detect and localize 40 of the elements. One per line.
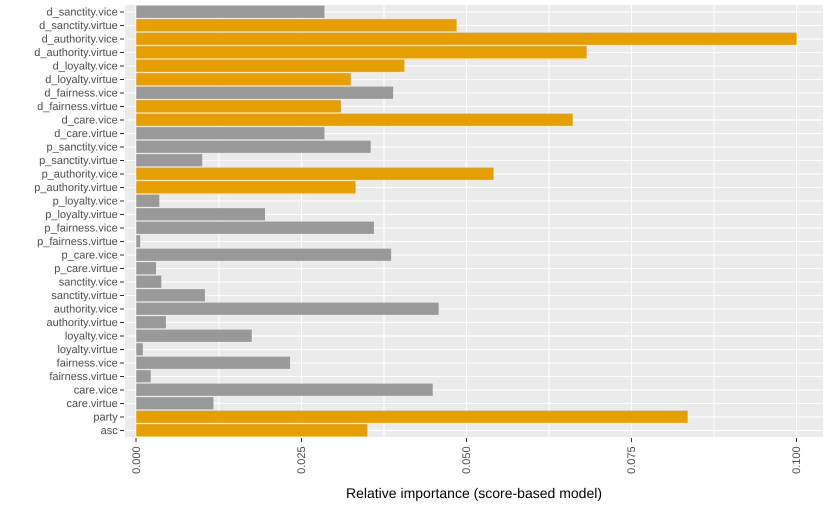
x-tick-label: 0.050 [460,446,473,474]
y-tick-label: sanctity.vice [58,276,118,289]
y-tick-label: p_loyalty.virtue [45,209,118,222]
bar [136,86,394,99]
y-tick-label: care.vice [74,384,118,397]
y-tick-label: d_fairness.virtue [37,101,118,114]
y-tick-label: d_authority.vice [42,34,118,46]
y-tick-label: d_loyalty.vice [52,60,118,73]
y-tick-label: d_sanctity.virtue [39,20,118,32]
y-tick-label: d_fairness.vice [44,88,118,100]
y-tick-label: fairness.vice [56,358,118,370]
y-tick-label: p_care.virtue [54,263,118,276]
x-tick-label: 0.100 [791,446,804,474]
y-tick-label: sanctity.virtue [51,290,118,302]
y-tick-label: d_sanctity.vice [46,6,118,19]
y-tick-label: loyalty.vice [64,330,118,343]
y-tick-label: authority.vice [54,304,118,316]
y-tick-label: fairness.virtue [49,371,118,384]
y-tick-label: p_fairness.virtue [37,236,118,248]
y-tick-label: d_care.vice [62,114,118,127]
x-tick-label: 0.025 [296,446,308,474]
y-tick-label: party [93,412,118,424]
y-tick-label: d_loyalty.virtue [45,74,118,86]
x-axis-title: Relative importance (score-based model) [346,485,602,502]
x-tick-label: 0.000 [130,446,143,474]
y-tick-label: p_care.vice [62,250,118,262]
y-tick-label: p_authority.virtue [34,182,118,194]
y-tick-label: p_authority.vice [42,168,118,181]
y-tick-label: authority.virtue [46,317,118,330]
y-tick-label: p_fairness.vice [44,222,118,235]
y-tick-label: p_loyalty.vice [52,196,118,208]
bar [136,6,324,18]
y-tick-label: p_sanctity.vice [46,142,118,154]
y-tick-label: asc [100,425,118,438]
y-tick-label: p_sanctity.virtue [39,155,118,168]
y-tick-label: loyalty.virtue [57,344,118,356]
y-tick-label: care.virtue [66,398,118,410]
y-tick-label: d_authority.virtue [34,47,118,60]
y-tick-label: d_care.virtue [54,128,118,140]
x-tick-label: 0.075 [626,446,638,474]
